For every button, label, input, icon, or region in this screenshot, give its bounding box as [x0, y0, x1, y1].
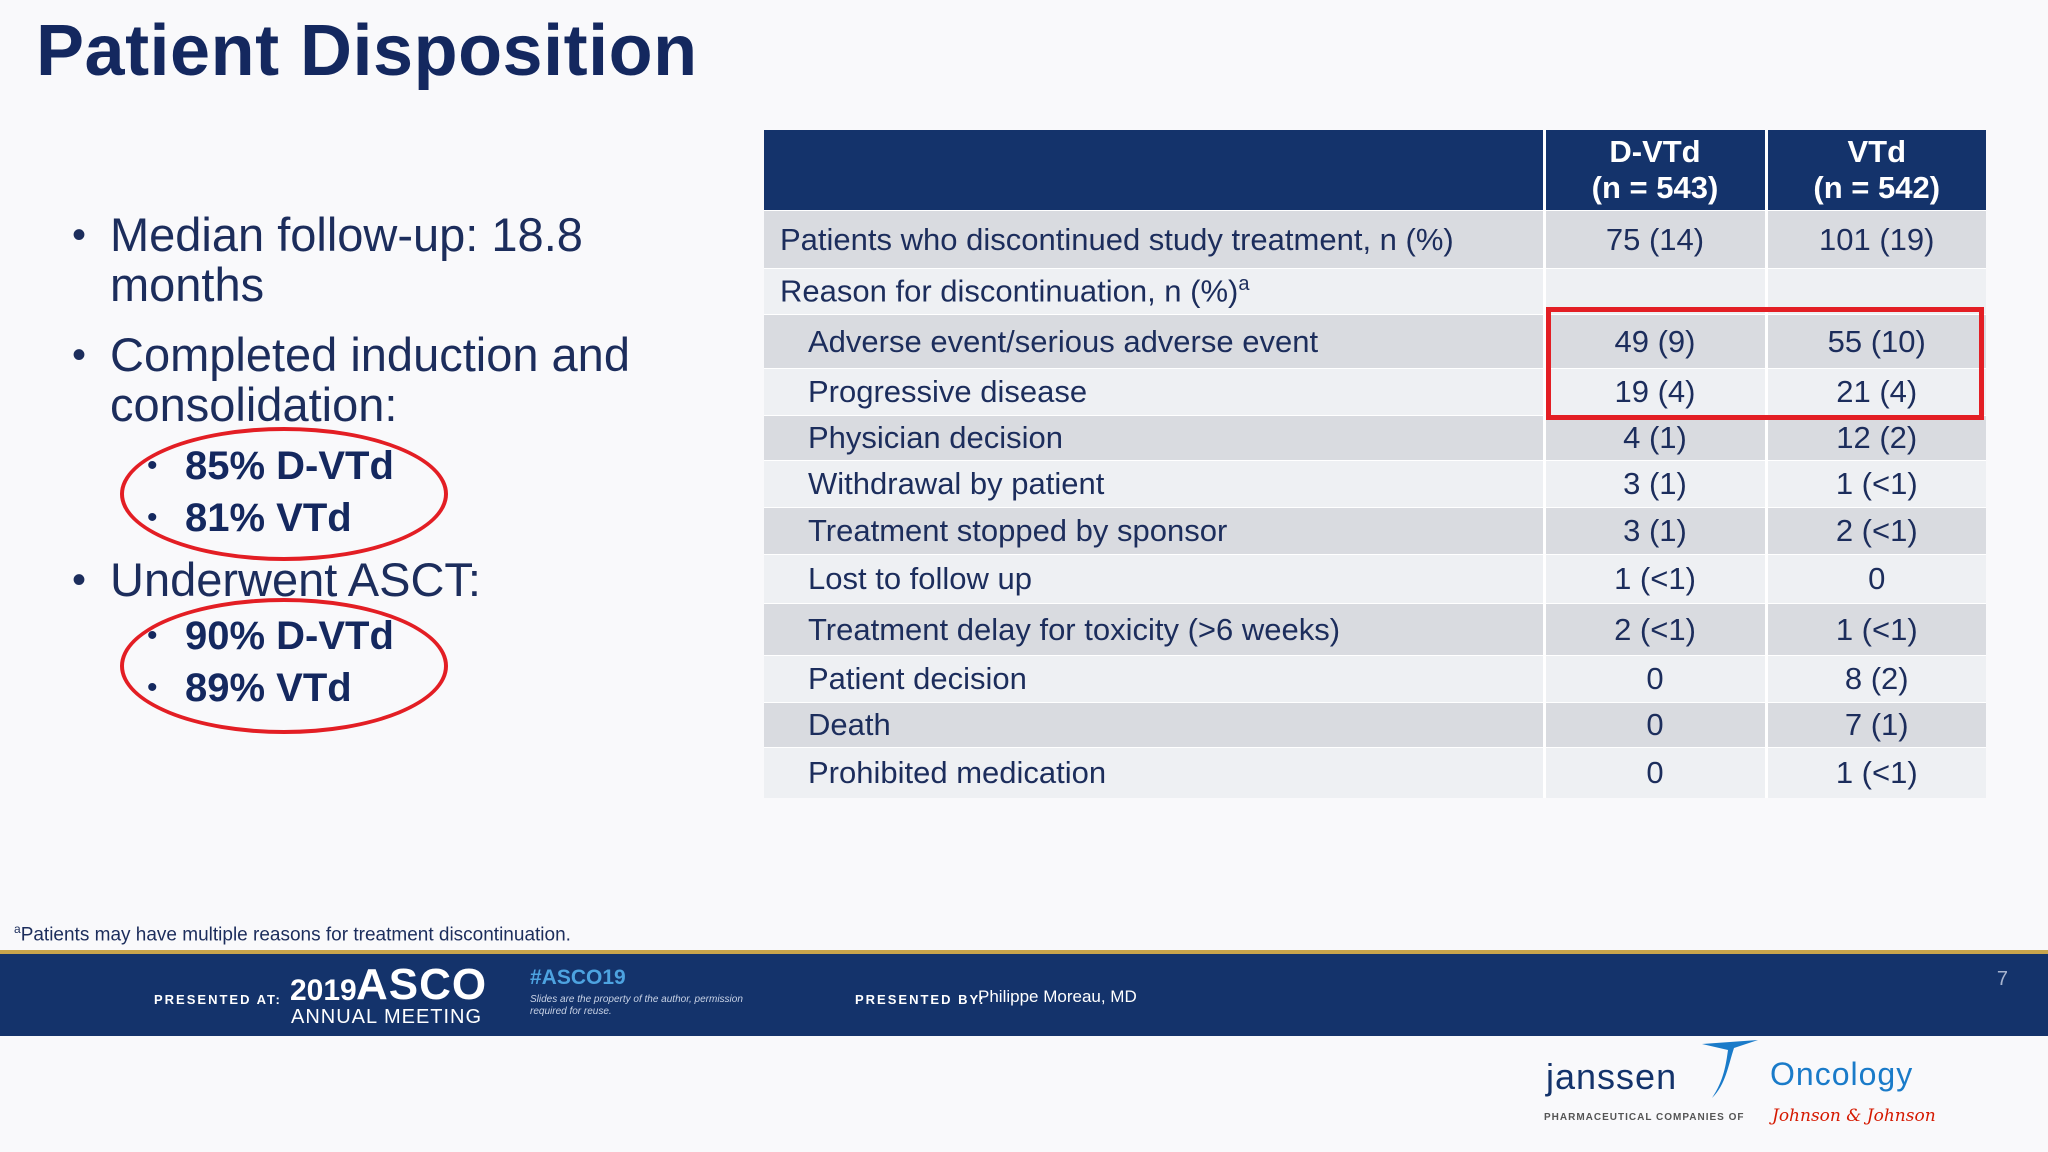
table-row: Adverse event/serious adverse event 49 (…: [764, 314, 1986, 369]
bullet-asct: • Underwent ASCT:: [72, 555, 790, 605]
completed-highlight-ellipse: [120, 427, 448, 561]
header-dvtd: D-VTd (n = 543): [1544, 130, 1768, 211]
footnote: aPatients may have multiple reasons for …: [14, 922, 571, 946]
cell-vtd: 55 (10): [1766, 314, 1986, 369]
annual-meeting-text: ANNUAL MEETING: [291, 1006, 483, 1028]
presented-by-label: PRESENTED BY:: [855, 992, 986, 1007]
cell-vtd: 21 (4): [1766, 368, 1986, 416]
cell-vtd: 0: [1766, 554, 1986, 604]
row-label: Treatment delay for toxicity (>6 weeks): [764, 603, 1546, 656]
presented-at-label: PRESENTED AT:: [154, 992, 282, 1007]
table-row: Treatment stopped by sponsor 3 (1) 2 (<1…: [764, 507, 1986, 555]
cell-dvtd: 4 (1): [1544, 415, 1768, 461]
cell-vtd: 101 (19): [1766, 210, 1986, 269]
cell-vtd: 7 (1): [1766, 702, 1986, 748]
row-label: Treatment stopped by sponsor: [764, 507, 1546, 555]
table-row: Treatment delay for toxicity (>6 weeks) …: [764, 603, 1986, 656]
cell-vtd: 12 (2): [1766, 415, 1986, 461]
bullet-completed-text: Completed induction and consolidation:: [110, 328, 630, 431]
table-row: Reason for discontinuation, n (%)a: [764, 268, 1986, 315]
cell-dvtd: 19 (4): [1544, 368, 1768, 416]
cell-dvtd: 0: [1544, 747, 1768, 798]
jnj-signature: Johnson & Johnson: [1772, 1106, 1936, 1126]
footnote-text: Patients may have multiple reasons for t…: [20, 924, 571, 946]
cell-dvtd: 3 (1): [1544, 507, 1768, 555]
table-row: Lost to follow up 1 (<1) 0: [764, 554, 1986, 604]
cell-vtd: 1 (<1): [1766, 747, 1986, 798]
row-label: Patients who discontinued study treatmen…: [764, 210, 1546, 269]
bullet-completed: • Completed induction and consolidation:: [72, 330, 790, 430]
header-dvtd-arm: D-VTd: [1609, 134, 1701, 169]
page-number: 7: [1996, 968, 2008, 990]
table-row: Patients who discontinued study treatmen…: [764, 210, 1986, 269]
cell-vtd: 1 (<1): [1766, 460, 1986, 508]
slide-title: Patient Disposition: [36, 11, 698, 91]
row-label: Physician decision: [764, 415, 1546, 461]
cell-dvtd: [1544, 268, 1768, 315]
pharma-tagline: PHARMACEUTICAL COMPANIES OF: [1544, 1112, 1745, 1123]
footnote-marker: a: [14, 922, 21, 936]
bullet-dot: •: [72, 213, 87, 257]
bullet-follow-up-text: Median follow-up: 18.8 months: [110, 208, 583, 311]
row-label: Lost to follow up: [764, 554, 1546, 604]
header-vtd: VTd (n = 542): [1766, 130, 1986, 211]
row-label: Progressive disease: [764, 368, 1546, 416]
cell-dvtd: 3 (1): [1544, 460, 1768, 508]
footnote-marker: a: [1238, 273, 1250, 296]
row-label: Prohibited medication: [764, 747, 1546, 798]
asct-highlight-ellipse: [120, 598, 448, 734]
cell-dvtd: 0: [1544, 655, 1768, 703]
cell-dvtd: 75 (14): [1544, 210, 1768, 269]
asco-logo-text: ASCO: [356, 960, 488, 1009]
header-empty-cell: [764, 130, 1546, 211]
header-vtd-n: (n = 542): [1813, 170, 1941, 205]
table-row: Prohibited medication 0 1 (<1): [764, 747, 1986, 798]
bullet-asct-text: Underwent ASCT:: [110, 553, 481, 606]
table-row: Progressive disease 19 (4) 21 (4): [764, 368, 1986, 416]
conference-hashtag: #ASCO19: [530, 966, 626, 989]
cell-vtd: 8 (2): [1766, 655, 1986, 703]
row-label-cell: Reason for discontinuation, n (%)a: [764, 268, 1546, 315]
slide-disclaimer: Slides are the property of the author, p…: [530, 994, 743, 1017]
oncology-wordmark: Oncology: [1770, 1056, 1914, 1092]
footer-band: PRESENTED AT: 2019 ASCO ANNUAL MEETING #…: [0, 950, 2048, 1036]
table-row: Patient decision 0 8 (2): [764, 655, 1986, 703]
bullet-follow-up: • Median follow-up: 18.8 months: [72, 210, 610, 310]
janssen-oncology-logo: janssen Oncology PHARMACEUTICAL COMPANIE…: [1540, 1036, 2020, 1146]
cell-vtd: 2 (<1): [1766, 507, 1986, 555]
table-header-row: D-VTd (n = 543) VTd (n = 542): [764, 130, 1986, 211]
cell-dvtd: 0: [1544, 702, 1768, 748]
table-row: Withdrawal by patient 3 (1) 1 (<1): [764, 460, 1986, 508]
asco-year: 2019: [290, 974, 357, 1007]
cell-dvtd: 1 (<1): [1544, 554, 1768, 604]
cell-vtd: 1 (<1): [1766, 603, 1986, 656]
janssen-swoosh-icon: [1702, 1040, 1758, 1098]
table-row: Physician decision 4 (1) 12 (2): [764, 415, 1986, 461]
cell-dvtd: 49 (9): [1544, 314, 1768, 369]
header-vtd-arm: VTd: [1847, 134, 1907, 169]
ae-pd-highlight-box: [1546, 307, 1984, 420]
row-label: Death: [764, 702, 1546, 748]
bullet-dot: •: [72, 333, 87, 377]
cell-dvtd: 2 (<1): [1544, 603, 1768, 656]
row-label: Adverse event/serious adverse event: [764, 314, 1546, 369]
cell-vtd: [1766, 268, 1986, 315]
table-row: Death 0 7 (1): [764, 702, 1986, 748]
header-dvtd-n: (n = 543): [1591, 170, 1719, 205]
janssen-wordmark: janssen: [1546, 1056, 1678, 1097]
presenter-name: Philippe Moreau, MD: [978, 987, 1137, 1006]
row-label: Patient decision: [764, 655, 1546, 703]
row-label: Withdrawal by patient: [764, 460, 1546, 508]
bullet-dot: •: [72, 558, 87, 602]
row-label: Reason for discontinuation, n (%): [780, 273, 1239, 309]
disposition-table: D-VTd (n = 543) VTd (n = 542) Patients w…: [764, 130, 1986, 798]
